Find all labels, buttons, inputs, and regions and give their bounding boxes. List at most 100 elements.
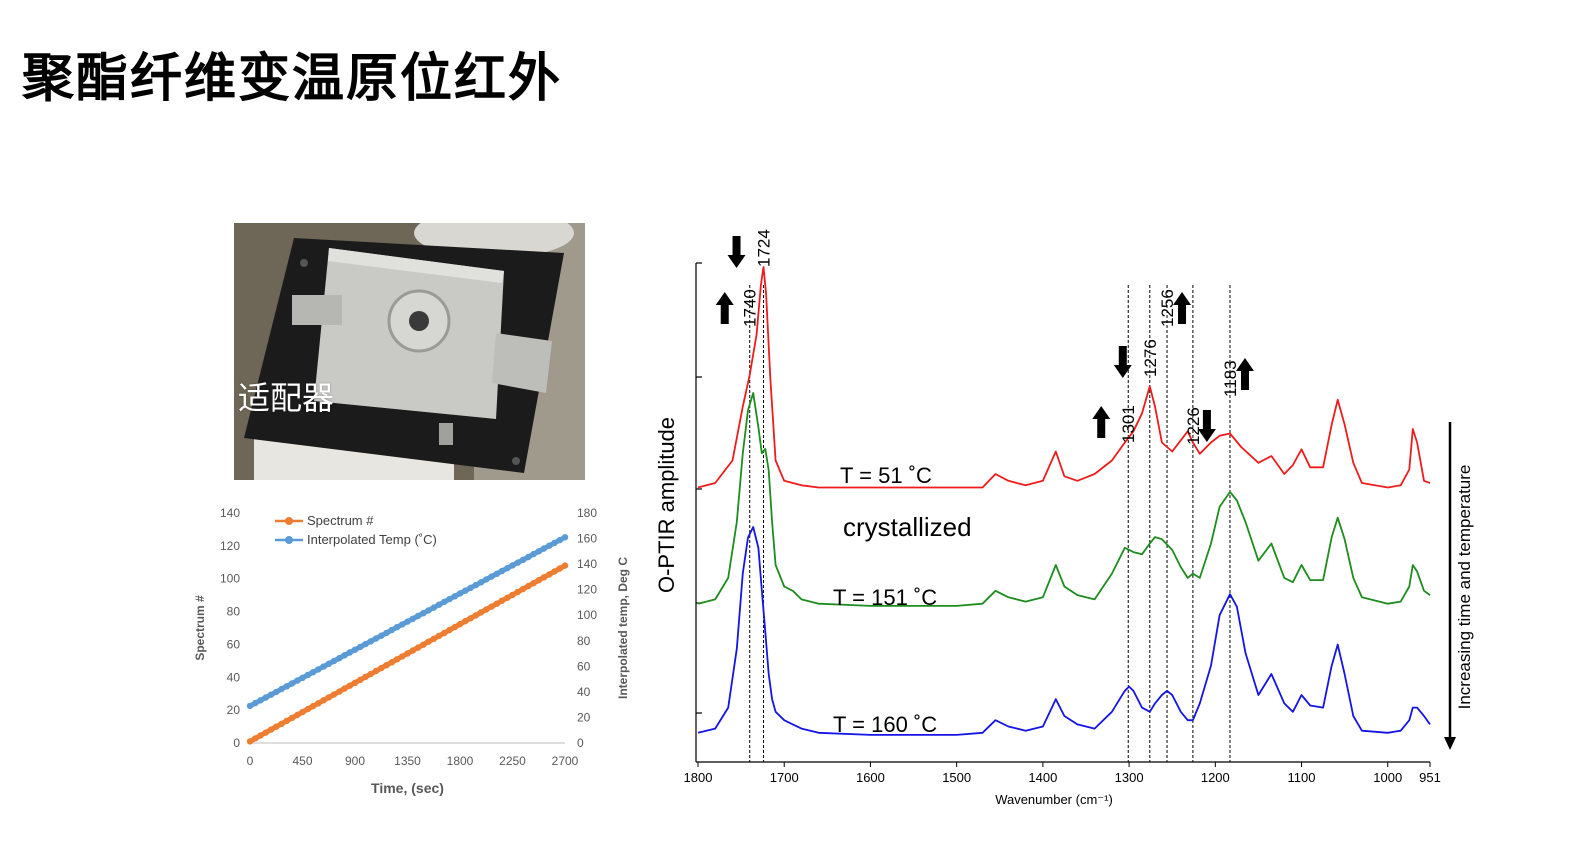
y2-tick-label: 0 <box>577 736 584 750</box>
peak-label: 1183 <box>1221 360 1240 397</box>
series-point <box>509 591 516 599</box>
series-point <box>504 565 511 572</box>
series-point <box>472 612 479 619</box>
series-point <box>509 562 516 569</box>
series-point <box>330 657 338 665</box>
series-point <box>294 711 301 719</box>
series-point <box>246 738 254 745</box>
x-tick-label: 1200 <box>1201 770 1230 785</box>
x-tick-label: 2250 <box>499 754 526 768</box>
series-point <box>535 548 542 555</box>
ir-spectra-chart: 1800 1700 1600 1500 1400 1300 1200 1100 1000 951 W… <box>654 229 1474 807</box>
series-point <box>309 703 317 710</box>
series-point <box>535 577 542 584</box>
series-point <box>430 604 437 611</box>
series-point <box>483 576 490 583</box>
series-point <box>546 542 553 549</box>
series-point <box>367 670 374 678</box>
series-point <box>346 682 353 689</box>
series-point <box>388 626 395 634</box>
x-tick-label: 1800 <box>447 754 474 768</box>
x-tick-label: 1800 <box>684 770 713 785</box>
series-point <box>341 685 348 692</box>
y2-tick-label: 80 <box>577 634 591 648</box>
legend-label: Interpolated Temp (˚C) <box>307 532 437 547</box>
spectrum-line <box>697 266 1431 489</box>
y-axis-label: O-PTIR amplitude <box>654 417 679 593</box>
series-point <box>514 588 521 596</box>
series-point <box>362 673 369 681</box>
series-point <box>367 638 374 645</box>
series-point <box>336 688 343 695</box>
x-tick-label: 1300 <box>1115 770 1144 785</box>
series-point <box>467 615 474 622</box>
series-label: T = 160 ˚C <box>833 712 937 737</box>
series-point <box>315 700 322 707</box>
series-point <box>288 680 296 687</box>
x-tick-label: 1000 <box>1373 770 1402 785</box>
series-point <box>451 593 458 600</box>
y2-tick-label: 20 <box>577 710 591 724</box>
series-point <box>393 656 401 663</box>
series-point <box>519 585 527 593</box>
series-point <box>325 660 332 667</box>
series-label: T = 51 ˚C <box>840 463 932 488</box>
arrow-up-icon <box>1092 406 1111 438</box>
series-point <box>404 618 411 625</box>
series-point <box>252 735 259 742</box>
y-tick-label: 120 <box>220 539 240 553</box>
series-point <box>372 635 380 642</box>
x-tick-label: 0 <box>247 754 254 768</box>
x-tick-label: 2700 <box>552 754 579 768</box>
legend-label: Spectrum # <box>307 513 374 528</box>
series-point <box>420 610 427 617</box>
series-point <box>341 652 348 659</box>
series-point <box>425 607 432 614</box>
series-point <box>315 666 322 673</box>
series-point <box>304 671 311 679</box>
series-point <box>446 626 453 634</box>
y-tick-label: 0 <box>233 736 240 750</box>
x-tick-label: 1350 <box>394 754 421 768</box>
y2-tick-label: 180 <box>577 506 597 520</box>
series-point <box>462 587 469 594</box>
series-point <box>462 618 469 625</box>
series-point <box>404 650 411 657</box>
series-point <box>551 568 558 575</box>
series-point <box>262 729 269 736</box>
arrow-up-icon <box>715 292 734 324</box>
series-point <box>435 601 443 608</box>
x-tick-label: 450 <box>292 754 312 768</box>
legend-marker <box>285 517 293 525</box>
arrow-down-icon <box>1444 737 1456 750</box>
series-point <box>556 565 563 572</box>
x-tick-label: 951 <box>1419 770 1441 785</box>
series-point <box>267 726 275 733</box>
series-point <box>383 662 390 669</box>
series-point <box>388 659 395 666</box>
slide-title: 聚酯纤维变温原位红外 <box>22 49 563 109</box>
y-tick-label: 80 <box>227 605 241 619</box>
series-point <box>467 584 474 592</box>
series-point <box>540 574 548 581</box>
series-point <box>246 702 254 710</box>
series-point <box>430 635 437 642</box>
series-point <box>483 606 490 613</box>
series-point <box>273 723 280 730</box>
y-tick-label: 140 <box>220 506 240 520</box>
y2-tick-label: 140 <box>577 557 597 571</box>
side-label: Increasing time and temperature <box>1455 465 1474 710</box>
series-point <box>399 621 406 628</box>
series-point <box>309 669 317 676</box>
series-point <box>372 667 380 675</box>
series-point <box>561 562 569 569</box>
series-point <box>519 556 527 563</box>
y-axis-label: Spectrum # <box>193 595 207 661</box>
series-point <box>546 571 553 578</box>
arrow-down-icon <box>727 236 746 268</box>
spectrum-line <box>697 526 1431 736</box>
series-point <box>320 663 327 670</box>
series-point <box>414 644 422 651</box>
series-point <box>399 653 406 660</box>
x-tick-label: 1600 <box>856 770 885 785</box>
